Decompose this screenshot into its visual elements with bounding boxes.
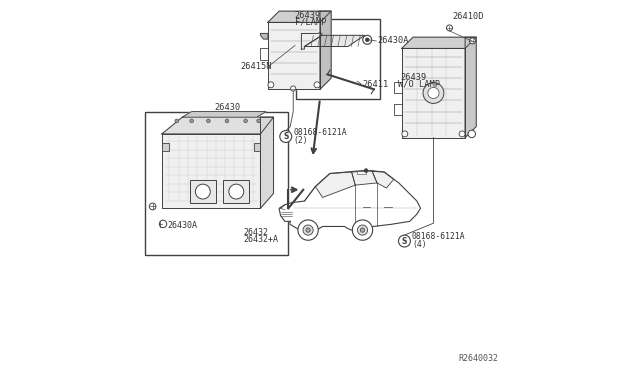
Text: 26411: 26411 bbox=[363, 80, 389, 89]
Circle shape bbox=[399, 235, 410, 247]
Bar bbox=[190, 180, 216, 203]
Circle shape bbox=[303, 225, 313, 235]
Polygon shape bbox=[162, 134, 260, 208]
Circle shape bbox=[268, 82, 274, 88]
Polygon shape bbox=[305, 35, 365, 46]
Text: 26430: 26430 bbox=[214, 103, 240, 112]
Text: S: S bbox=[402, 237, 407, 246]
Circle shape bbox=[149, 203, 156, 210]
Circle shape bbox=[364, 169, 368, 173]
Text: 26430A: 26430A bbox=[168, 221, 198, 230]
Text: W/O LAMP: W/O LAMP bbox=[398, 80, 440, 89]
Polygon shape bbox=[268, 22, 320, 89]
Text: 26430A: 26430A bbox=[378, 36, 409, 45]
Circle shape bbox=[428, 87, 439, 99]
Circle shape bbox=[175, 119, 179, 123]
Text: 08168-6121A: 08168-6121A bbox=[412, 232, 465, 241]
Text: 26439: 26439 bbox=[294, 11, 321, 20]
Circle shape bbox=[229, 184, 244, 199]
Circle shape bbox=[447, 25, 452, 31]
Circle shape bbox=[459, 131, 465, 137]
Text: 26410D: 26410D bbox=[452, 12, 484, 21]
Circle shape bbox=[291, 86, 296, 91]
Circle shape bbox=[314, 82, 320, 88]
Polygon shape bbox=[316, 172, 355, 198]
Bar bbox=[223, 180, 250, 203]
Text: S: S bbox=[283, 132, 289, 141]
Polygon shape bbox=[268, 11, 331, 22]
Polygon shape bbox=[301, 33, 322, 49]
Polygon shape bbox=[402, 37, 476, 48]
Polygon shape bbox=[465, 37, 476, 138]
Text: 08168-6121A: 08168-6121A bbox=[293, 128, 347, 137]
Bar bbox=[145, 112, 289, 255]
Text: 26432: 26432 bbox=[244, 228, 269, 237]
Polygon shape bbox=[182, 112, 266, 117]
Circle shape bbox=[306, 228, 310, 232]
Circle shape bbox=[159, 220, 167, 228]
Bar bbox=[357, 171, 366, 173]
Circle shape bbox=[190, 119, 193, 123]
Circle shape bbox=[423, 83, 444, 103]
Text: F/LAMP: F/LAMP bbox=[294, 18, 326, 27]
Circle shape bbox=[244, 119, 248, 123]
Polygon shape bbox=[402, 48, 465, 138]
Circle shape bbox=[360, 228, 365, 232]
Polygon shape bbox=[162, 117, 273, 134]
Circle shape bbox=[280, 131, 292, 142]
Text: (4): (4) bbox=[412, 240, 426, 249]
Polygon shape bbox=[351, 171, 377, 185]
Polygon shape bbox=[320, 11, 331, 89]
Bar bbox=[296, 19, 380, 99]
Circle shape bbox=[298, 220, 318, 240]
Text: R2640032: R2640032 bbox=[458, 355, 499, 363]
Polygon shape bbox=[260, 117, 273, 208]
Circle shape bbox=[365, 38, 369, 42]
Circle shape bbox=[207, 119, 211, 123]
Text: 26415N: 26415N bbox=[240, 62, 271, 71]
Circle shape bbox=[353, 220, 372, 240]
Bar bbox=[254, 143, 260, 151]
Text: 26432+A: 26432+A bbox=[244, 235, 279, 244]
Circle shape bbox=[257, 119, 260, 123]
Circle shape bbox=[357, 225, 367, 235]
Text: 26439: 26439 bbox=[401, 73, 427, 82]
Bar bbox=[162, 143, 168, 151]
Circle shape bbox=[470, 38, 476, 44]
Circle shape bbox=[225, 119, 229, 123]
Polygon shape bbox=[260, 33, 268, 39]
Polygon shape bbox=[372, 171, 394, 188]
Circle shape bbox=[195, 184, 211, 199]
Circle shape bbox=[402, 131, 408, 137]
Text: (2): (2) bbox=[293, 136, 308, 145]
Circle shape bbox=[468, 130, 476, 138]
Polygon shape bbox=[279, 171, 420, 231]
Circle shape bbox=[363, 35, 372, 44]
